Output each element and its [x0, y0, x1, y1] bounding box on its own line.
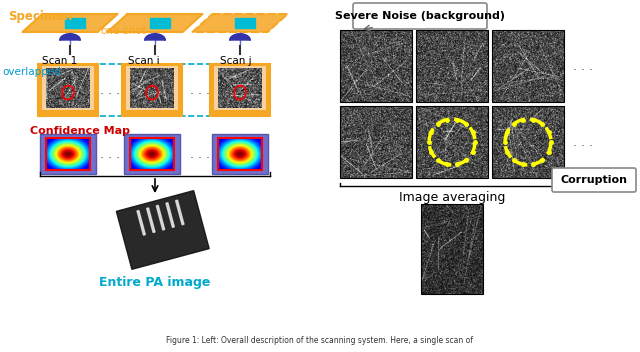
Bar	[210, 64, 270, 116]
Polygon shape	[108, 14, 202, 32]
Text: one-shot: one-shot	[100, 26, 146, 36]
Text: Specimen: Specimen	[8, 10, 72, 23]
Text: . . .: . . .	[190, 147, 210, 161]
Polygon shape	[156, 205, 164, 230]
Text: Image averaging: Image averaging	[399, 191, 505, 204]
Text: . . .: . . .	[190, 83, 210, 96]
Text: Scan j: Scan j	[220, 56, 252, 66]
Polygon shape	[175, 200, 184, 225]
Text: Scan 1: Scan 1	[42, 56, 77, 66]
Bar	[492, 106, 564, 178]
Bar	[40, 134, 96, 174]
Bar	[122, 64, 182, 116]
Bar	[65, 18, 85, 28]
Bar	[340, 30, 412, 102]
Text: Scan i: Scan i	[128, 56, 159, 66]
Text: . . .: . . .	[100, 147, 120, 161]
Bar	[38, 64, 98, 116]
Text: . . .: . . .	[573, 136, 593, 149]
Bar	[126, 66, 178, 110]
Bar	[46, 138, 90, 170]
Text: overlapped: overlapped	[2, 67, 61, 77]
Bar	[416, 30, 488, 102]
Bar	[416, 106, 488, 178]
Polygon shape	[193, 14, 287, 32]
Polygon shape	[147, 208, 155, 233]
FancyBboxPatch shape	[353, 3, 487, 29]
Bar	[42, 66, 94, 110]
Bar	[492, 30, 564, 102]
Polygon shape	[60, 34, 80, 40]
Bar	[150, 18, 170, 28]
Text: Figure 1: Left: Overall description of the scanning system. Here, a single scan : Figure 1: Left: Overall description of t…	[166, 336, 474, 345]
Text: Entire PA image: Entire PA image	[99, 276, 211, 289]
Text: Severe Noise (background): Severe Noise (background)	[335, 11, 505, 21]
Bar	[124, 134, 180, 174]
Bar	[421, 204, 483, 294]
Text: . . .: . . .	[100, 83, 120, 96]
Bar	[214, 66, 266, 110]
Polygon shape	[230, 34, 250, 40]
Bar	[212, 134, 268, 174]
FancyBboxPatch shape	[552, 168, 636, 192]
Text: Confidence Map: Confidence Map	[30, 126, 130, 136]
Polygon shape	[166, 203, 174, 227]
Text: . . .: . . .	[573, 59, 593, 73]
Polygon shape	[116, 191, 209, 269]
Text: Corruption: Corruption	[561, 175, 627, 185]
Bar	[130, 138, 174, 170]
Bar	[235, 18, 255, 28]
Polygon shape	[22, 14, 118, 32]
Bar	[218, 138, 262, 170]
Polygon shape	[145, 34, 165, 40]
Bar	[340, 106, 412, 178]
Polygon shape	[137, 210, 145, 235]
